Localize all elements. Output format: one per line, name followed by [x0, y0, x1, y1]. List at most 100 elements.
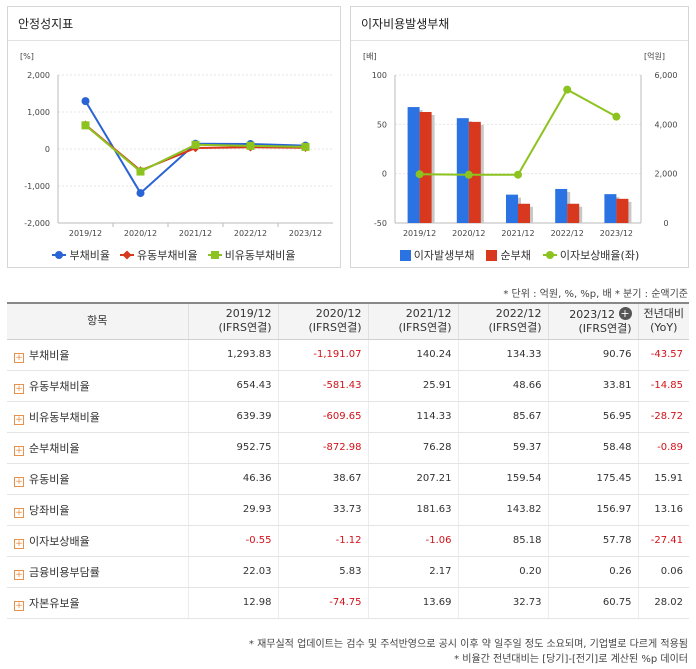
coverage-point-4[interactable]	[612, 112, 621, 121]
header-period: 2022/12 (IFRS연결)	[457, 302, 548, 340]
expand-row-icon[interactable]: +	[14, 569, 24, 580]
legend-current-liability-ratio[interactable]: 유동부채비율	[119, 247, 198, 263]
legend-interest-bearing-debt[interactable]: 이자발생부채	[399, 247, 475, 263]
legend-debt-ratio-label: 부채비율	[69, 249, 110, 262]
bar-0-1[interactable]	[456, 118, 469, 223]
bar-1-1[interactable]	[468, 121, 481, 223]
yoy-cell: 13.16	[637, 494, 689, 526]
expand-row-icon[interactable]: +	[14, 507, 24, 518]
interest-debt-bar-chart: [배] [억원] 100 50 0 -50 6,000 4,000 2,000 0 2019/12 2…	[363, 51, 678, 238]
value-cell: 33.73	[277, 494, 368, 526]
legend-current-liability-ratio-label: 유동부채비율	[136, 249, 198, 262]
bar-0-3[interactable]	[555, 188, 568, 223]
value-cell: 175.45	[547, 463, 638, 495]
bar-1-0[interactable]	[419, 112, 432, 223]
row-label[interactable]: + 부채비율	[7, 339, 188, 371]
row-label[interactable]: + 비유동부채비율	[7, 401, 188, 433]
value-cell: -1.06	[367, 525, 458, 557]
stability-legend: 부채비율 유동부채비율 비유동부채비율	[8, 247, 340, 263]
value-cell: 13.69	[367, 587, 458, 619]
header-yoy: 전년대비 (YoY)	[637, 302, 689, 340]
legend-interest-bearing-debt-label: 이자발생부채	[413, 249, 475, 262]
value-cell: -74.75	[277, 587, 368, 619]
row-label[interactable]: + 이자보상배율	[7, 525, 188, 557]
value-cell: 5.83	[277, 556, 368, 588]
value-cell: -609.65	[277, 401, 368, 433]
x-tick-label: 2021/12	[179, 229, 212, 238]
value-cell: -1.12	[277, 525, 368, 557]
legend-noncurrent-liability-ratio-label: 비유동부채비율	[224, 249, 296, 262]
yoy-cell: -0.89	[637, 432, 689, 464]
value-cell: 57.78	[547, 525, 638, 557]
coverage-point-2[interactable]	[514, 170, 522, 179]
coverage-point-3[interactable]	[563, 85, 572, 94]
legend-noncurrent-liability-ratio[interactable]: 비유동부채비율	[207, 247, 296, 263]
table-row: + 유동비율 46.36 38.67 207.21 159.54 175.45 15.91	[7, 463, 689, 495]
y-tick-label: 0	[382, 170, 387, 179]
coverage-line	[419, 88, 617, 176]
legend-interest-coverage[interactable]: 이자보상배율(좌)	[542, 247, 639, 263]
y2-axis-unit: [억원]	[644, 51, 665, 61]
data-point-2-1[interactable]	[136, 167, 145, 176]
value-cell: 952.75	[187, 432, 278, 464]
bar-0-2[interactable]	[506, 194, 518, 223]
row-label-text: 유동비율	[29, 472, 70, 486]
header-period: 2019/12 (IFRS연결)	[187, 302, 278, 340]
row-label[interactable]: + 유동부채비율	[7, 370, 188, 402]
x-tick-label: 2020/12	[124, 229, 157, 238]
value-cell: 90.76	[547, 339, 638, 371]
y-tick-label: 100	[372, 71, 387, 80]
expand-row-icon[interactable]: +	[14, 352, 24, 363]
data-point-0-0[interactable]	[81, 97, 90, 106]
value-cell: 134.33	[457, 339, 548, 371]
bar-0-0[interactable]	[407, 107, 420, 223]
bar-1-3[interactable]	[567, 203, 580, 223]
value-cell: -872.98	[277, 432, 368, 464]
stability-line-chart: [%] 2,000 1,000 0 -1,000 -2,000 2019/12 2020/12…	[20, 52, 333, 238]
yoy-cell: 28.02	[637, 587, 689, 619]
bar-1-4[interactable]	[616, 198, 629, 223]
coverage-point-0[interactable]	[415, 170, 424, 179]
y-tick-label: -1,000	[24, 182, 50, 191]
data-point-2-3[interactable]	[246, 141, 255, 150]
data-point-2-2[interactable]	[191, 140, 200, 149]
y-axis-unit: [%]	[20, 52, 34, 61]
data-point-2-4[interactable]	[301, 142, 310, 151]
add-period-icon[interactable]: +	[618, 306, 632, 320]
table-row: + 비유동부채비율 639.39 -609.65 114.33 85.67 56.95 -28…	[7, 401, 689, 433]
value-cell: 38.67	[277, 463, 368, 495]
legend-net-debt[interactable]: 순부채	[486, 247, 531, 263]
row-label[interactable]: + 자본유보율	[7, 587, 188, 619]
expand-row-icon[interactable]: +	[14, 476, 24, 487]
header-item: 항목	[7, 302, 188, 340]
table-row: + 순부채비율 952.75 -872.98 76.28 59.37 58.48 -0.89	[7, 432, 689, 464]
coverage-point-1[interactable]	[464, 170, 473, 179]
y2-tick-label: 2,000	[655, 170, 678, 179]
legend-debt-ratio[interactable]: 부채비율	[52, 247, 110, 263]
expand-row-icon[interactable]: +	[14, 414, 24, 425]
expand-row-icon[interactable]: +	[14, 445, 24, 456]
expand-row-icon[interactable]: +	[14, 383, 24, 394]
x-tick-label: 2023/12	[289, 229, 322, 238]
bar-0-4[interactable]	[604, 194, 617, 223]
row-label-text: 순부채비율	[29, 441, 80, 455]
data-point-2-0[interactable]	[81, 121, 90, 130]
footnote-1: * 재무실적 업데이트는 검수 및 주석반영으로 공시 이후 약 일주일 정도 …	[248, 639, 688, 650]
row-label[interactable]: + 당좌비율	[7, 494, 188, 526]
y-tick-label: 2,000	[27, 71, 50, 80]
y-tick-label: -50	[374, 219, 387, 228]
data-point-0-1[interactable]	[136, 189, 145, 198]
row-label[interactable]: + 유동비율	[7, 463, 188, 495]
value-cell: 59.37	[457, 432, 548, 464]
row-label-text: 자본유보율	[29, 596, 80, 610]
row-label-text: 비유동부채비율	[29, 410, 100, 424]
x-tick-label: 2019/12	[69, 229, 102, 238]
row-label[interactable]: + 금융비용부담률	[7, 556, 188, 588]
value-cell: 22.03	[187, 556, 278, 588]
y-tick-label: 0	[45, 145, 50, 154]
bar-1-2[interactable]	[518, 203, 530, 223]
row-label[interactable]: + 순부채비율	[7, 432, 188, 464]
stability-table: 항목 2019/12 (IFRS연결) 2020/12 (IFRS연결) 2021/…	[7, 302, 689, 619]
expand-row-icon[interactable]: +	[14, 600, 24, 611]
expand-row-icon[interactable]: +	[14, 538, 24, 549]
